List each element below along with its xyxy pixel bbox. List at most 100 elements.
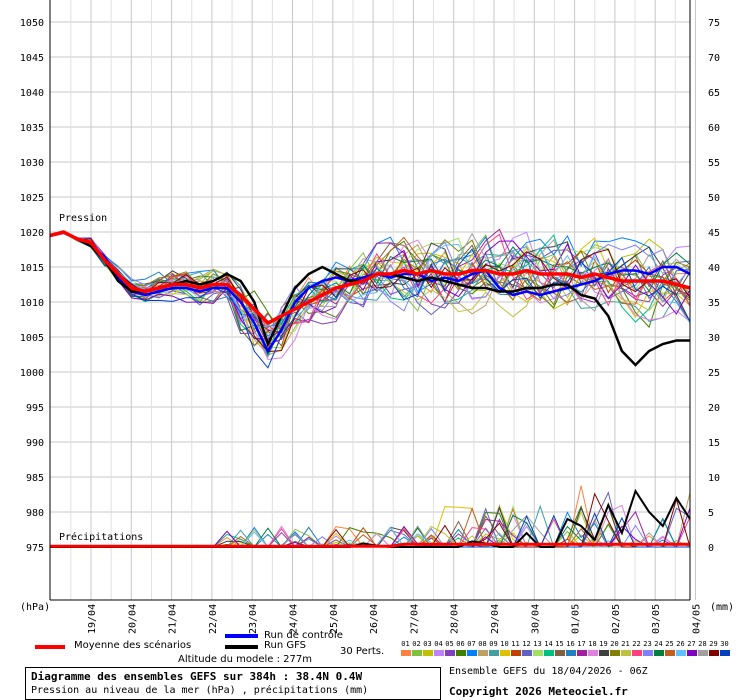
x-tick-label: 30/04	[530, 604, 541, 634]
x-tick-label: 20/04	[127, 604, 138, 634]
perturbation-swatch	[708, 650, 719, 656]
mean-legend: Moyenne des scénarios	[74, 640, 192, 651]
perturbation-legend-item: 01	[400, 640, 411, 656]
perturbation-swatch	[631, 650, 642, 656]
perturbation-legend-item: 25	[664, 640, 675, 656]
main-series	[49, 230, 691, 367]
perturbation-number: 23	[643, 640, 652, 648]
x-tick-label: 19/04	[87, 604, 98, 634]
precip-gfs-line	[50, 488, 691, 548]
perturbation-legend-item: 19	[598, 640, 609, 656]
control-swatch	[225, 634, 258, 638]
perturbation-number: 27	[687, 640, 696, 648]
perturbation-swatch	[554, 650, 565, 656]
perturbation-legend-item: 16	[565, 640, 576, 656]
perturbation-legend-item: 05	[444, 640, 455, 656]
pressure-label: Pression	[59, 213, 107, 224]
perturbation-number: 21	[621, 640, 630, 648]
perturbation-legend-item: 14	[543, 640, 554, 656]
perturbation-legend-item: 08	[477, 640, 488, 656]
diagram-subtitle: Pression au niveau de la mer (hPa) , pré…	[31, 685, 369, 696]
perturbation-23-line	[49, 231, 691, 341]
perturbation-swatch	[477, 650, 488, 656]
mean-line	[49, 230, 691, 326]
perturbation-09-line	[49, 231, 691, 358]
perturbation-legend-item: 24	[653, 640, 664, 656]
perturbation-legend-item: 30	[719, 640, 730, 656]
y-tick-label: 975	[26, 543, 44, 554]
perturbation-number: 25	[665, 640, 674, 648]
perturbation-number: 22	[632, 640, 641, 648]
perturbation-number: 20	[610, 640, 619, 648]
y2-tick-label: 30	[708, 333, 720, 344]
precip-mean-line	[50, 542, 690, 548]
perturbation-number: 03	[423, 640, 432, 648]
perturbation-number: 10	[500, 640, 509, 648]
y-tick-label: 1045	[20, 53, 44, 64]
perturbation-swatch	[488, 650, 499, 656]
perturbation-number: 28	[698, 640, 707, 648]
y2-tick-label: 55	[708, 158, 720, 169]
y2-tick-label: 25	[708, 368, 720, 379]
y-tick-label: 1020	[20, 228, 44, 239]
perturbation-swatch	[675, 650, 686, 656]
perturbation-swatch	[521, 650, 532, 656]
perturbation-20-line	[49, 232, 691, 333]
perturbation-legend-item: 26	[675, 640, 686, 656]
perturbation-number: 04	[434, 640, 443, 648]
perturbation-swatch	[433, 650, 444, 656]
perturbation-number: 05	[445, 640, 454, 648]
perturbation-swatch	[411, 650, 422, 656]
info-box: Diagramme des ensembles GEFS sur 384h : …	[25, 667, 441, 700]
x-tick-label: 24/04	[289, 604, 300, 634]
x-tick-label: 23/04	[248, 604, 259, 634]
perturbation-swatch	[697, 650, 708, 656]
y-tick-label: 1035	[20, 123, 44, 134]
perturbation-legend-item: 10	[499, 640, 510, 656]
perturbation-number: 11	[511, 640, 520, 648]
perturbation-number: 18	[588, 640, 597, 648]
perturbation-number: 07	[467, 640, 476, 648]
copyright: Copyright 2026 Meteociel.fr	[449, 685, 628, 698]
y-tick-label: 980	[26, 508, 44, 519]
x-tick-label: 21/04	[168, 604, 179, 634]
x-tick-label: 27/04	[409, 604, 420, 634]
y-tick-label: 1005	[20, 333, 44, 344]
y2-tick-label: 20	[708, 403, 720, 414]
perturbation-swatch	[609, 650, 620, 656]
y-tick-label: 990	[26, 438, 44, 449]
perturbation-legend-item: 11	[510, 640, 521, 656]
perturbation-swatch	[598, 650, 609, 656]
x-tick-label: 22/04	[208, 604, 219, 634]
perturbation-number: 09	[489, 640, 498, 648]
perturbation-legend-item: 17	[576, 640, 587, 656]
x-tick-label: 04/05	[692, 604, 703, 634]
gfs-legend: Run GFS	[264, 640, 307, 651]
perturbation-swatch	[400, 650, 411, 656]
perturbation-swatch	[466, 650, 477, 656]
run-info: Ensemble GEFS du 18/04/2026 - 06Z	[449, 666, 648, 677]
y2-tick-label: 10	[708, 473, 720, 484]
perturbation-legend-item: 12	[521, 640, 532, 656]
y2-tick-label: 40	[708, 263, 720, 274]
y-tick-label: 1015	[20, 263, 44, 274]
y2-tick-label: 15	[708, 438, 720, 449]
perturbation-swatch	[499, 650, 510, 656]
y2-tick-label: 45	[708, 228, 720, 239]
perturbation-legend-item: 07	[466, 640, 477, 656]
perturbation-number: 12	[522, 640, 531, 648]
x-tick-label: 28/04	[450, 604, 461, 634]
y2-tick-label: 75	[708, 18, 720, 29]
perturbation-07-line	[49, 230, 691, 328]
gfs-swatch	[225, 645, 258, 649]
perturbation-legend-item: 20	[609, 640, 620, 656]
perturbation-legend-item: 18	[587, 640, 598, 656]
y-tick-label: 995	[26, 403, 44, 414]
y2-tick-label: 70	[708, 53, 720, 64]
perturbation-number: 06	[456, 640, 465, 648]
y-tick-label: 1030	[20, 158, 44, 169]
y-tick-label: 1010	[20, 298, 44, 309]
perturbation-swatch	[576, 650, 587, 656]
